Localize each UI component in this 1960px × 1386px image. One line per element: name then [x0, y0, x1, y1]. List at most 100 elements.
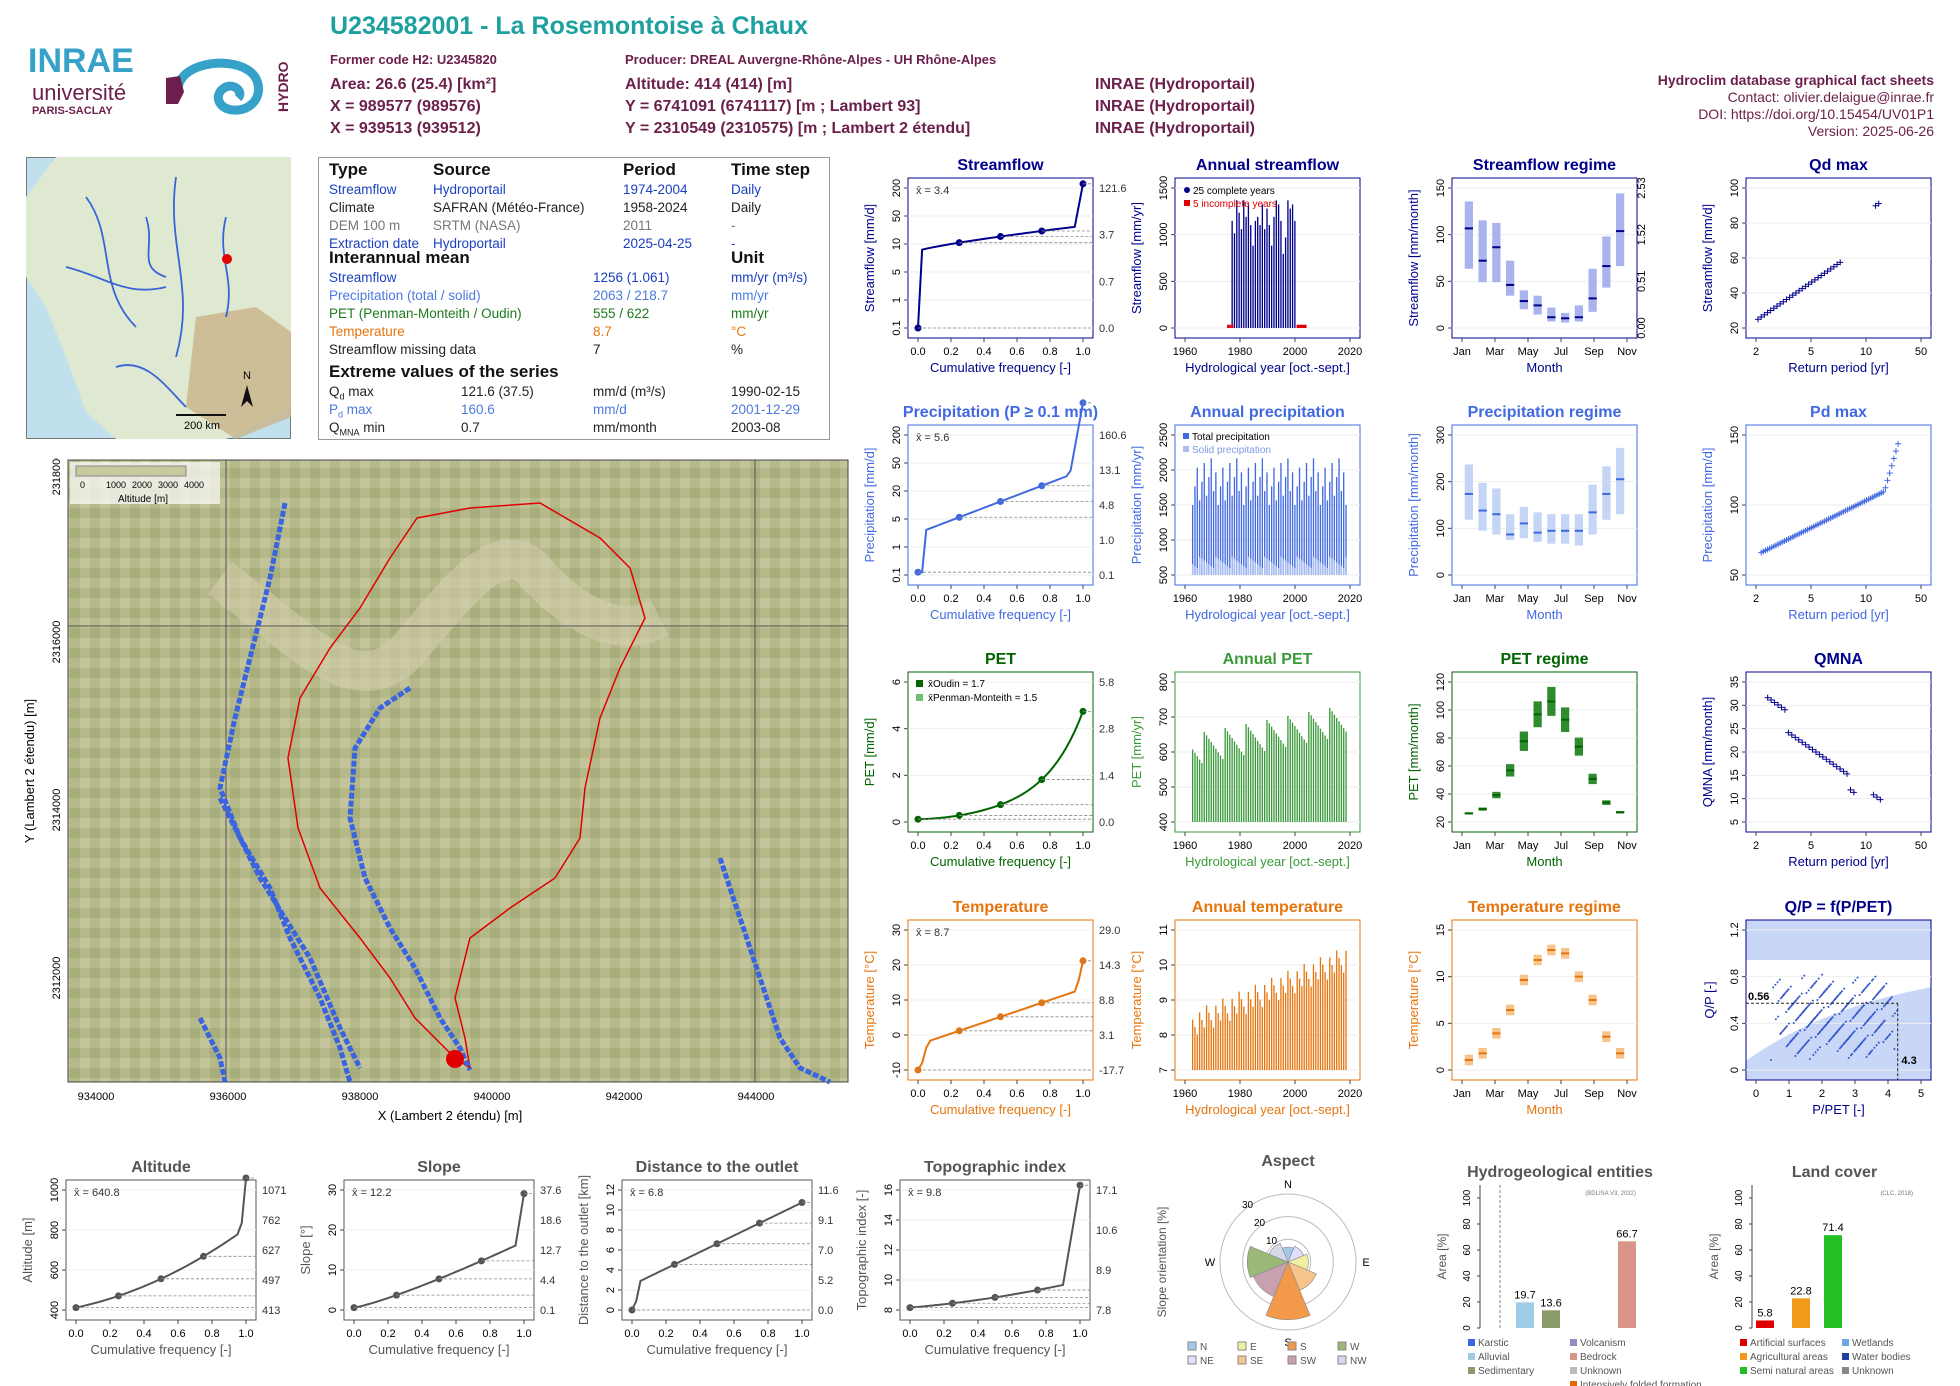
- qd_max-point: [1875, 200, 1882, 207]
- qp_ppet-point: [1777, 1000, 1780, 1002]
- annual_streamflow-legend: 25 complete years: [1193, 186, 1275, 197]
- pet_regime-xtick: Jul: [1554, 840, 1568, 852]
- annual_temperature-bar: [1275, 992, 1277, 1070]
- annual_pet-bar: [1229, 734, 1231, 822]
- qmna-point: [1778, 704, 1785, 711]
- annual_precipitation-bar: [1203, 463, 1205, 575]
- qp_ppet-point: [1795, 999, 1798, 1002]
- mean-unit: °C: [731, 324, 747, 339]
- altitude-legend-title: Altitude [m]: [118, 494, 168, 505]
- qd_max-point: [1808, 279, 1815, 286]
- extreme-unit: mm/d (m³/s): [593, 384, 666, 399]
- info-step: Daily: [731, 182, 762, 197]
- qp_ppet-point: [1863, 1038, 1866, 1041]
- annual_precipitation-bar: [1282, 495, 1284, 575]
- annual_streamflow-bar: [1238, 212, 1240, 328]
- annual_streamflow-bar: [1268, 225, 1270, 328]
- topo_index-xtick: 0.4: [970, 1328, 985, 1340]
- qp_ppet-xlabel: P/PET [-]: [1812, 1102, 1865, 1117]
- info-source: SAFRAN (Météo-France): [433, 200, 585, 215]
- precipitation_regime-box: [1533, 512, 1542, 542]
- annual_precipitation-bar: [1298, 467, 1301, 575]
- map-xtick: 934000: [78, 1091, 115, 1103]
- streamflow-xtick: 0.2: [943, 346, 958, 358]
- pet-legend: x̄Oudin = 1.7: [928, 679, 985, 690]
- qd_max-point: [1783, 296, 1790, 303]
- annual_precipitation-bar: [1333, 495, 1336, 575]
- annual_precipitation-solid-bar: [1333, 560, 1336, 575]
- pd_max-title: Pd max: [1810, 404, 1867, 421]
- streamflow-title: Streamflow: [957, 157, 1044, 174]
- qp_ppet-point: [1873, 1031, 1876, 1034]
- annual_precipitation-bar: [1319, 505, 1322, 575]
- qp_ppet-point: [1886, 1035, 1889, 1038]
- land_cover-note: (CLC, 2018): [1880, 1191, 1913, 1197]
- qp_ppet-point: [1876, 993, 1879, 995]
- pet-xtick: 0.4: [976, 840, 991, 852]
- qp_ppet-point: [1810, 1021, 1813, 1024]
- annual_precipitation-solid-bar: [1254, 562, 1257, 575]
- topo_index-ytick: 8: [883, 1307, 895, 1313]
- annual_precipitation-bar: [1287, 458, 1289, 575]
- mean-value: 2063 / 218.7: [593, 288, 669, 303]
- qp_ppet-point: [1770, 1059, 1772, 1061]
- distance-xtick: 1.0: [794, 1328, 809, 1340]
- qd_max-xtick: 10: [1860, 346, 1872, 358]
- hydrogeology-ytick: 60: [1462, 1244, 1473, 1256]
- qp_ppet-point: [1873, 1011, 1876, 1014]
- temperature_regime-xtick: Jul: [1554, 1088, 1568, 1100]
- topo_index-xtick: 1.0: [1072, 1328, 1087, 1340]
- source-3: INRAE (Hydroportail): [1095, 120, 1255, 137]
- qp_ppet-point: [1890, 996, 1893, 999]
- qp_ppet-point: [1869, 1050, 1872, 1053]
- annual_precipitation-bar: [1294, 505, 1296, 575]
- station-info-table: Type Source Period Time step Streamflow H…: [318, 157, 830, 440]
- slope-right-label: 0.1: [540, 1305, 555, 1317]
- qp_ppet-point: [1865, 1056, 1868, 1058]
- x-lambert2: X = 939513 (939512): [330, 120, 481, 137]
- streamflow_regime-ylabel: Streamflow [mm/month]: [1406, 189, 1421, 326]
- qp_ppet-point: [1833, 1033, 1836, 1036]
- qp_ppet-point: [1860, 991, 1863, 994]
- streamflow_regime-box: [1588, 268, 1597, 312]
- annual_streamflow-bar: [1282, 253, 1284, 328]
- paris-saclay-wordmark: PARIS-SACLAY: [32, 105, 113, 117]
- streamflow-right-label: 3.7: [1099, 230, 1114, 242]
- annual_precipitation-solid-bar: [1340, 566, 1343, 575]
- streamflow_regime-box: [1616, 193, 1625, 267]
- annual_temperature-bar: [1296, 971, 1298, 1070]
- slope-xtick: 0.6: [448, 1328, 463, 1340]
- pd_max-point: [1880, 488, 1887, 495]
- annual_pet-bar: [1315, 722, 1317, 822]
- annual_precipitation-bar: [1245, 486, 1247, 575]
- streamflow_regime-frame: [1451, 177, 1638, 339]
- pet-ytick: 6: [891, 679, 903, 685]
- qd_max-ytick: 80: [1729, 217, 1741, 229]
- annual_temperature-ylabel: Temperature [°C]: [1129, 951, 1144, 1049]
- pd_max-ytick: 100: [1729, 496, 1741, 514]
- annual_temperature-ytick: 10: [1158, 959, 1170, 971]
- extreme-value: 0.7: [461, 420, 480, 435]
- annual_streamflow-bar: [1294, 220, 1296, 328]
- hydro-wordmark: HYDRO: [275, 61, 291, 112]
- distance-xtick: 0.4: [692, 1328, 707, 1340]
- annual_precipitation-ytick: 2500: [1158, 423, 1170, 447]
- qp_ppet-point: [1786, 989, 1789, 992]
- annual_precipitation-solid-bar: [1303, 562, 1305, 575]
- qp_ppet-point: [1816, 999, 1819, 1001]
- qp_ppet-point: [1849, 999, 1852, 1002]
- distance-xtick: 0.0: [624, 1328, 639, 1340]
- doi-link[interactable]: DOI: https://doi.org/10.15454/UV01P1: [1698, 106, 1934, 122]
- pet-ytick: 2: [891, 772, 903, 778]
- qp_ppet-point: [1786, 1044, 1789, 1046]
- pet_regime-xtick: Nov: [1617, 840, 1637, 852]
- map-ylabel: Y (Lambert 2 étendu) [m]: [22, 699, 37, 843]
- streamflow_regime-ytick: 100: [1435, 225, 1447, 243]
- extreme-date: 2001-12-29: [731, 402, 801, 417]
- mean-unit: %: [731, 342, 744, 357]
- info-period: 2025-04-25: [623, 236, 693, 251]
- altitude-xtick: 0.0: [68, 1328, 83, 1340]
- annual_pet-bar: [1217, 752, 1219, 822]
- annual_precipitation-bar: [1301, 500, 1303, 575]
- annual_streamflow-bar: [1250, 225, 1252, 328]
